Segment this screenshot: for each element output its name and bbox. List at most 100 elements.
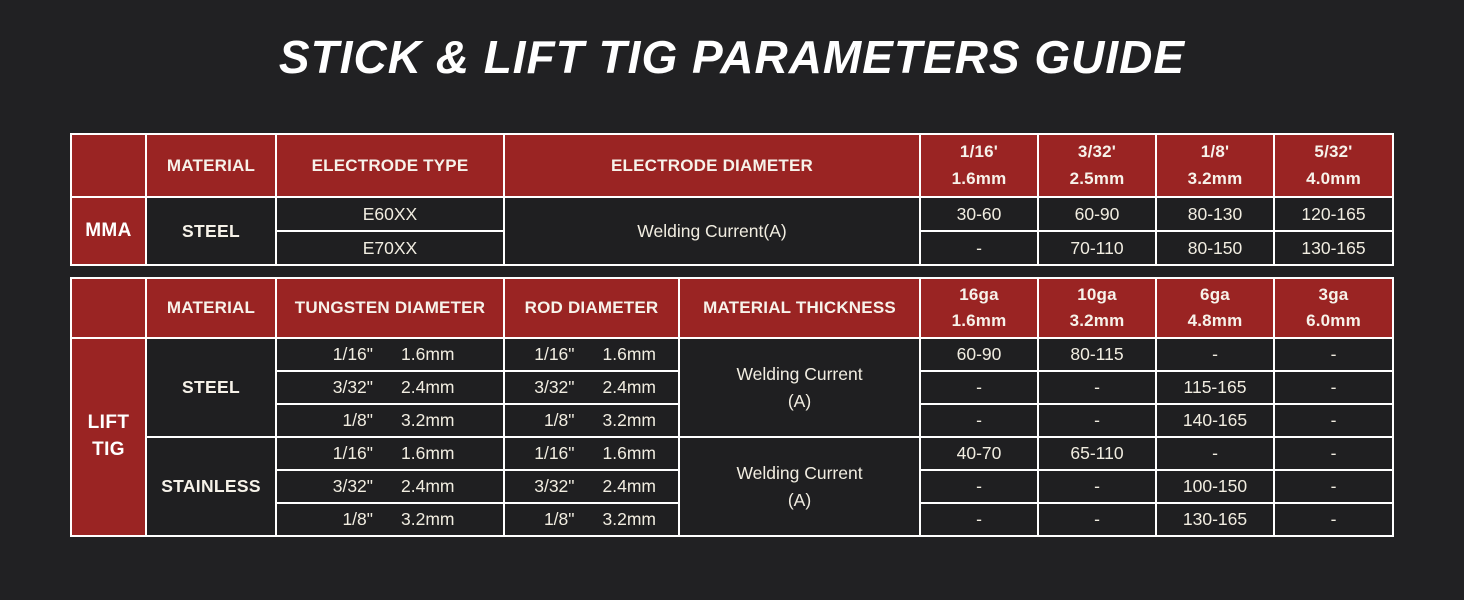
current-value-cell: - <box>1273 403 1394 438</box>
rod-diameter-cell: 1/16" 1.6mm <box>503 436 680 471</box>
size-mm-label: 2.5mm <box>1069 168 1125 188</box>
rod-diameter-cell: 3/32" 2.4mm <box>503 370 680 405</box>
table-row: LIFT TIG STEEL 1/16" 1.6mm 1/16" 1.6mm Wel… <box>70 337 1394 537</box>
current-value-cell: - <box>1273 502 1394 537</box>
inch-value: 3/32" <box>534 476 575 496</box>
lift-header-material-thickness: MATERIAL THICKNESS <box>678 277 921 339</box>
mma-header-material: MATERIAL <box>145 133 277 198</box>
table-row: E70XX - 70-110 80-150 130-165 <box>71 230 1394 266</box>
inch-value: 1/16" <box>332 443 373 463</box>
current-value-cell: - <box>919 403 1039 438</box>
mm-value: 2.4mm <box>401 476 455 496</box>
process-label-lift-tig: LIFT TIG <box>70 337 147 537</box>
mma-header-size-3-32: 3/32' 2.5mm <box>1037 133 1157 198</box>
table-row: 1/8" 3.2mm 1/8" 3.2mm - - 140-165 - <box>71 403 1394 438</box>
current-value-cell: - <box>1037 370 1157 405</box>
inch-value: 1/8" <box>342 509 373 529</box>
gauge-mm-label: 6.0mm <box>1306 311 1361 330</box>
mma-header-electrode-diameter: ELECTRODE DIAMETER <box>503 133 921 198</box>
mm-value: 1.6mm <box>401 344 455 364</box>
current-value-cell: - <box>1273 436 1394 471</box>
mm-value: 3.2mm <box>602 509 656 529</box>
mma-header-electrode-type: ELECTRODE TYPE <box>275 133 505 198</box>
mm-value: 2.4mm <box>401 377 455 397</box>
lift-header-rod-diameter: ROD DIAMETER <box>503 277 680 339</box>
current-value-cell: - <box>1273 469 1394 504</box>
gauge-label: 3ga <box>1318 284 1349 304</box>
lift-header-gauge-6ga: 6ga 4.8mm <box>1155 277 1275 339</box>
current-value-cell: 80-115 <box>1037 337 1157 372</box>
current-value-cell: - <box>1037 469 1157 504</box>
page-title: STICK & LIFT TIG PARAMETERS GUIDE <box>278 31 1186 83</box>
tungsten-diameter-cell: 1/8" 3.2mm <box>275 403 505 438</box>
mm-value: 2.4mm <box>602 476 656 496</box>
current-value-cell: 60-90 <box>919 337 1039 372</box>
mm-value: 1.6mm <box>602 344 656 364</box>
current-value-cell: - <box>1273 337 1394 372</box>
process-label-line2: TIG <box>92 439 125 460</box>
size-inch-label: 1/16' <box>959 142 999 162</box>
size-mm-label: 4.0mm <box>1306 168 1361 188</box>
rod-diameter-cell: 1/8" 3.2mm <box>503 403 680 438</box>
rod-diameter-cell: 3/32" 2.4mm <box>503 469 680 504</box>
current-value-cell: 80-130 <box>1155 196 1275 232</box>
current-value-cell: - <box>1037 502 1157 537</box>
mma-header-size-5-32: 5/32' 4.0mm <box>1273 133 1394 198</box>
current-value-cell: - <box>1155 337 1275 372</box>
welding-current-line1: Welding Current <box>736 463 863 484</box>
lift-header-material: MATERIAL <box>145 277 277 339</box>
welding-current-line1: Welding Current <box>736 364 863 385</box>
welding-current-line2: (A) <box>787 489 812 510</box>
electrode-type-cell: E70XX <box>275 230 505 266</box>
rod-diameter-cell: 1/8" 3.2mm <box>503 502 680 537</box>
tungsten-diameter-cell: 1/16" 1.6mm <box>275 337 505 372</box>
material-cell-steel: STEEL <box>145 196 277 266</box>
current-value-cell: 100-150 <box>1155 469 1275 504</box>
current-value-cell: 80-150 <box>1155 230 1275 266</box>
inch-value: 1/8" <box>342 410 373 430</box>
current-value-cell: - <box>919 502 1039 537</box>
mm-value: 1.6mm <box>602 443 656 463</box>
current-value-cell: 140-165 <box>1155 403 1275 438</box>
gauge-mm-label: 1.6mm <box>951 311 1007 330</box>
current-value-cell: - <box>1273 370 1394 405</box>
inch-value: 1/16" <box>332 344 373 364</box>
mm-value: 1.6mm <box>401 443 455 463</box>
current-value-cell: - <box>919 469 1039 504</box>
gauge-label: 10ga <box>1077 284 1117 304</box>
current-value-cell: - <box>1037 403 1157 438</box>
lift-tig-parameters-table: MATERIAL TUNGSTEN DIAMETER ROD DIAMETER … <box>70 277 1394 537</box>
inch-value: 1/16" <box>534 443 575 463</box>
tungsten-diameter-cell: 1/8" 3.2mm <box>275 502 505 537</box>
table-row: 3/32" 2.4mm 3/32" 2.4mm - - 100-150 - <box>71 469 1394 504</box>
gauge-label: 6ga <box>1200 284 1230 304</box>
table-row: 1/8" 3.2mm 1/8" 3.2mm - - 130-165 - <box>71 502 1394 537</box>
electrode-type-cell: E60XX <box>275 196 505 232</box>
size-mm-label: 1.6mm <box>951 168 1007 188</box>
inch-value: 1/8" <box>543 410 575 430</box>
current-value-cell: 30-60 <box>919 196 1039 232</box>
mm-value: 3.2mm <box>602 410 656 430</box>
welding-current-line2: (A) <box>787 390 812 411</box>
inch-value: 3/32" <box>332 476 373 496</box>
size-inch-label: 1/8' <box>1200 142 1230 162</box>
current-value-cell: - <box>1155 436 1275 471</box>
size-mm-label: 3.2mm <box>1187 168 1243 188</box>
size-inch-label: 3/32' <box>1077 142 1117 162</box>
inch-value: 3/32" <box>332 377 373 397</box>
current-value-cell: 120-165 <box>1273 196 1394 232</box>
rod-diameter-cell: 1/16" 1.6mm <box>503 337 680 372</box>
inch-value: 3/32" <box>534 377 575 397</box>
mma-header-size-1-16: 1/16' 1.6mm <box>919 133 1039 198</box>
lift-header-gauge-10ga: 10ga 3.2mm <box>1037 277 1157 339</box>
inch-value: 1/16" <box>534 344 575 364</box>
lift-header-gauge-16ga: 16ga 1.6mm <box>919 277 1039 339</box>
lift-corner-cell <box>70 277 147 339</box>
current-value-cell: 40-70 <box>919 436 1039 471</box>
current-value-cell: 130-165 <box>1273 230 1394 266</box>
welding-current-label: Welding Current (A) <box>678 436 921 537</box>
mma-parameters-table: MATERIAL ELECTRODE TYPE ELECTRODE DIAMET… <box>70 133 1394 266</box>
mm-value: 3.2mm <box>401 410 455 430</box>
process-label-mma: MMA <box>70 196 147 266</box>
table-row: MMA STEEL E60XX Welding Current(A) 30-60… <box>70 196 1394 266</box>
